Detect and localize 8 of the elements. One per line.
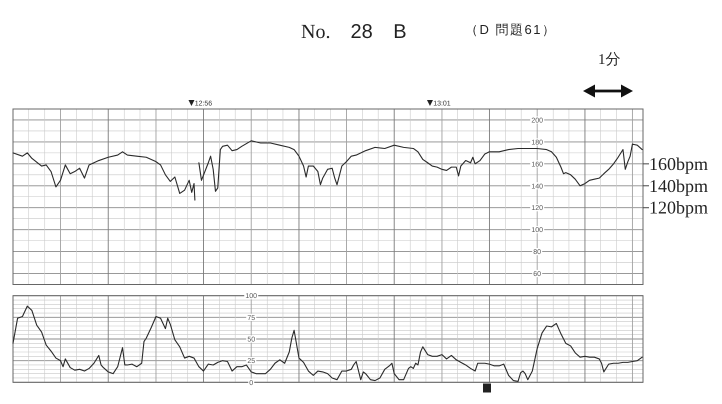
text: 1分	[598, 51, 620, 68]
y2-tick-label: 160bpm	[649, 154, 708, 174]
y2-tick-label: 140bpm	[649, 176, 708, 196]
line-series	[198, 140, 643, 192]
chart-title: No. 28 B	[301, 21, 407, 43]
y2-tick-label: 120bpm	[649, 198, 708, 218]
line-series	[12, 151, 196, 201]
chart-subtitle: （D 問題61）	[465, 22, 556, 37]
